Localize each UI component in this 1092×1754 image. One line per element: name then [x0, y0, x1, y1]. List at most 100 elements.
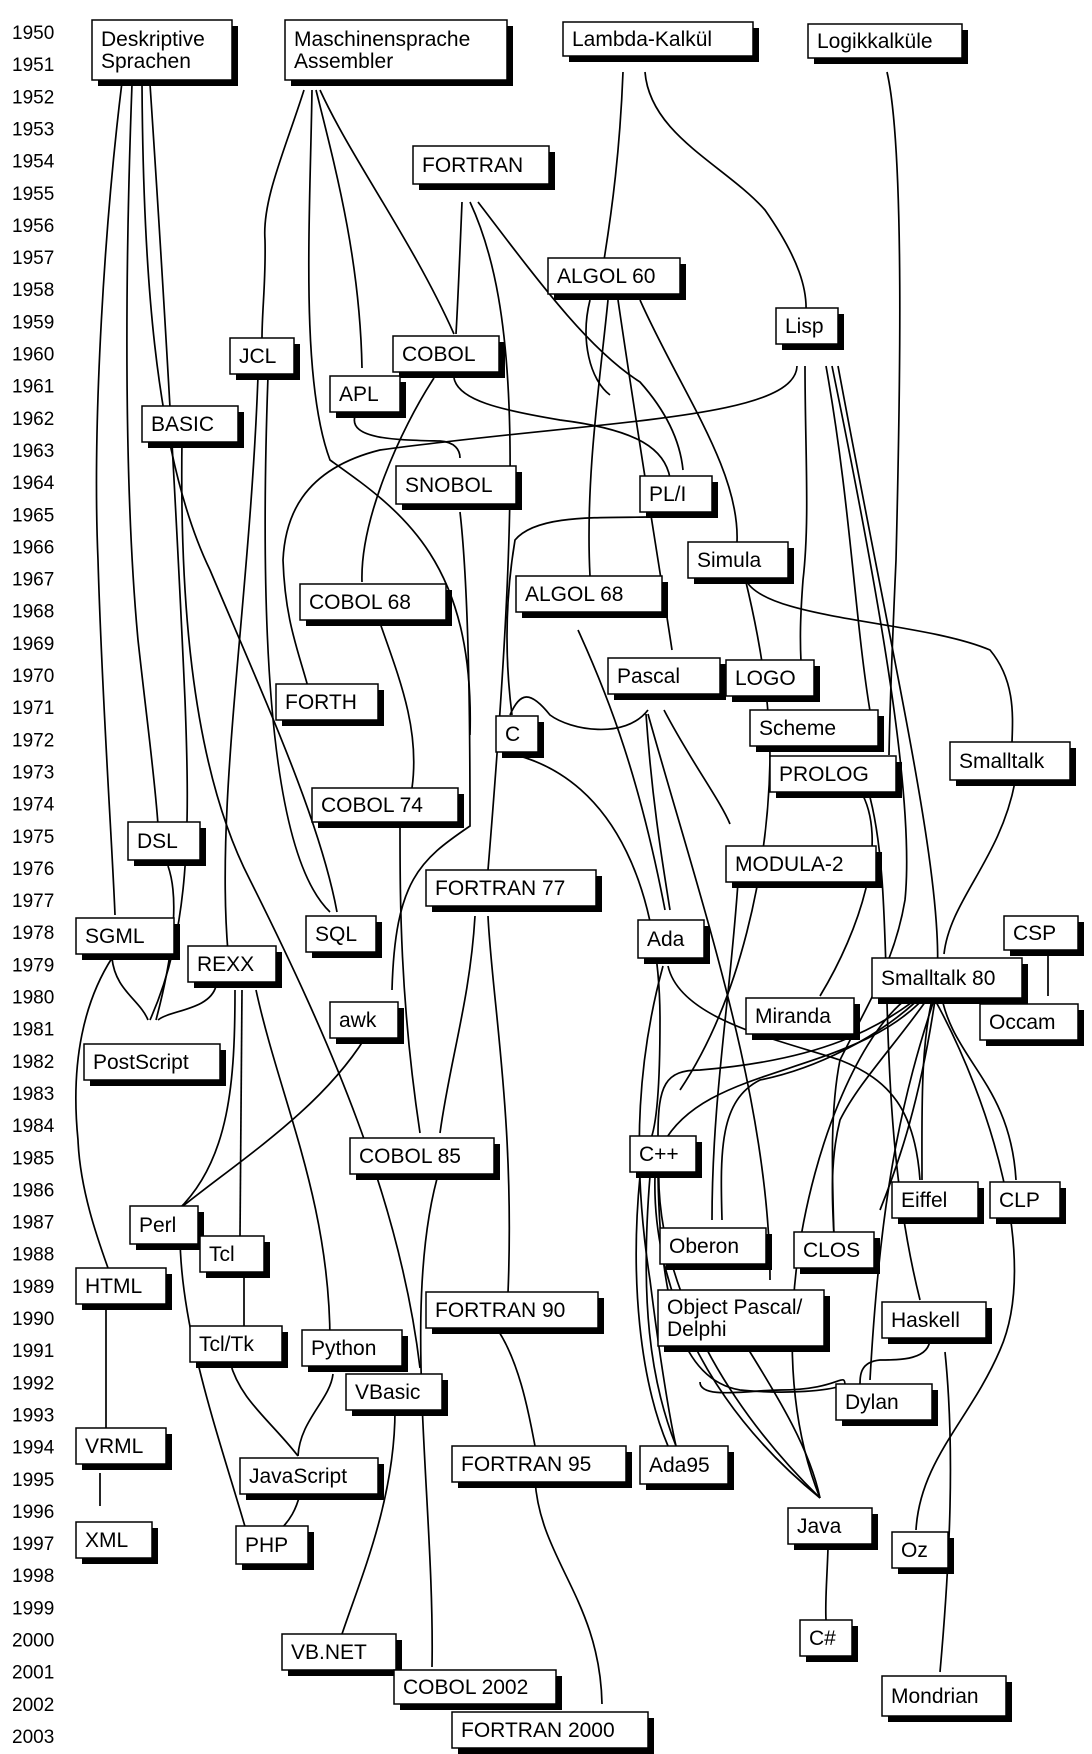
node-label: MODULA-2 [735, 853, 844, 876]
node-label: Smalltalk [959, 750, 1045, 773]
edge-pascal-c [509, 696, 649, 731]
language-node-vbasic: VBasic [345, 1373, 448, 1416]
node-label: Assembler [294, 50, 393, 73]
edge-pascal-ada [645, 713, 671, 911]
node-box [284, 19, 508, 81]
language-node-vrml: VRML [75, 1427, 172, 1470]
year-label-1976: 1976 [12, 859, 54, 880]
node-box [425, 869, 597, 907]
language-node-haskell: Haskell [881, 1301, 992, 1344]
language-node-fortran90: FORTRAN 90 [425, 1291, 604, 1334]
year-label-1970: 1970 [12, 666, 54, 687]
language-node-mondrian: Mondrian [881, 1675, 1012, 1722]
edge-deskriptive-postscript [149, 83, 189, 1021]
node-box [725, 659, 815, 697]
language-node-sql: SQL [305, 915, 382, 958]
edge-st80-java [791, 987, 931, 1499]
node-box [659, 1227, 767, 1265]
edge-rexx-python [255, 989, 331, 1343]
node-label: Object Pascal/ [667, 1296, 803, 1319]
node-box [639, 1445, 729, 1485]
edge-lambda-lisp [644, 71, 807, 313]
node-box [881, 1301, 987, 1339]
node-label: Mondrian [891, 1685, 979, 1708]
node-label: COBOL 74 [321, 794, 423, 817]
year-label-1964: 1964 [12, 473, 55, 494]
edge-objpascal-dylan [699, 1378, 846, 1394]
node-box [311, 787, 459, 823]
edge-lisp-dylan [837, 365, 939, 1211]
edge-cobol68-cobol74 [379, 622, 415, 789]
node-box [275, 683, 379, 721]
year-label-1960: 1960 [12, 345, 54, 366]
node-label: PL/I [649, 483, 686, 506]
language-node-smalltalk80: Smalltalk 80 [871, 957, 1028, 1004]
edge-java-csharp [824, 1547, 829, 1621]
node-label: Maschinensprache [294, 28, 470, 51]
edge-st80-clp [939, 987, 1017, 1181]
node-label: Tcl/Tk [199, 1333, 254, 1356]
year-label-1996: 1996 [12, 1502, 54, 1523]
node-label: Sprachen [101, 50, 191, 73]
year-label-1999: 1999 [12, 1598, 54, 1619]
language-node-dsl: DSL [127, 821, 206, 866]
year-label-1985: 1985 [12, 1148, 54, 1169]
node-box [127, 821, 201, 861]
node-label: Haskell [891, 1309, 960, 1332]
node-label: Delphi [667, 1318, 727, 1341]
edge-cpp-ada95 [635, 1175, 669, 1447]
year-label-1962: 1962 [12, 409, 54, 430]
year-label-1979: 1979 [12, 955, 54, 976]
node-box [141, 405, 239, 443]
node-label: C# [809, 1627, 836, 1650]
year-label-2001: 2001 [12, 1663, 54, 1684]
node-label: VRML [85, 1435, 143, 1458]
edge-masch-cobol [319, 89, 455, 335]
language-node-clp: CLP [989, 1181, 1066, 1224]
node-label: SGML [85, 925, 145, 948]
edge-masch-jcl [261, 89, 305, 339]
year-label-1961: 1961 [12, 377, 54, 398]
year-axis: 1950 1951 1952 1953 1954 1955 1956 1957 1958 1959… [12, 23, 55, 1748]
node-label: BASIC [151, 413, 214, 436]
node-box [547, 257, 681, 295]
edge-cobol-cobol68 [361, 377, 435, 583]
edge-cobol-pli [453, 377, 671, 479]
language-node-algol60: ALGOL 60 [547, 257, 686, 300]
node-box [775, 307, 839, 345]
edge-lisp-clos [831, 365, 908, 1237]
language-node-simula: Simula [687, 541, 794, 584]
edge-haskell-mondrian [939, 1351, 952, 1673]
language-node-fortran77: FORTRAN 77 [425, 869, 602, 912]
node-label: FORTRAN 2000 [461, 1719, 615, 1742]
edge-fortran77-fortran90 [487, 915, 511, 1294]
language-node-clos: CLOS [793, 1231, 880, 1274]
node-box [639, 475, 713, 513]
node-box [345, 1373, 443, 1411]
language-node-sgml: SGML [75, 917, 180, 960]
node-box [299, 583, 447, 621]
edge-deskriptive-dsl [126, 83, 159, 826]
node-box [75, 1521, 153, 1559]
language-node-jcl: JCL [229, 337, 300, 380]
language-node-modula2: MODULA-2 [725, 845, 882, 888]
node-box [725, 845, 877, 883]
year-label-1973: 1973 [12, 762, 54, 783]
node-label: COBOL 2002 [403, 1676, 528, 1699]
edge-rexx-tcl [239, 989, 243, 1237]
node-box [949, 741, 1071, 781]
node-box [1003, 915, 1079, 951]
node-label: SQL [315, 923, 357, 946]
language-node-vbnet: VB.NET [281, 1633, 402, 1676]
year-label-1991: 1991 [12, 1341, 54, 1362]
node-label: Ada95 [649, 1454, 710, 1477]
language-node-pascal: Pascal [607, 657, 726, 700]
language-node-objectpascal: Object Pascal/Delphi [657, 1289, 830, 1352]
edge-snobol-awk [391, 511, 471, 991]
edge-rexx-perl [177, 989, 236, 1211]
edge-smalltalk-smalltalk80 [943, 781, 1016, 955]
node-label: COBOL 68 [309, 591, 411, 614]
edge-ada-eiffel [667, 965, 921, 1181]
language-node-tcl: Tcl [199, 1235, 270, 1278]
node-box [349, 1137, 495, 1175]
